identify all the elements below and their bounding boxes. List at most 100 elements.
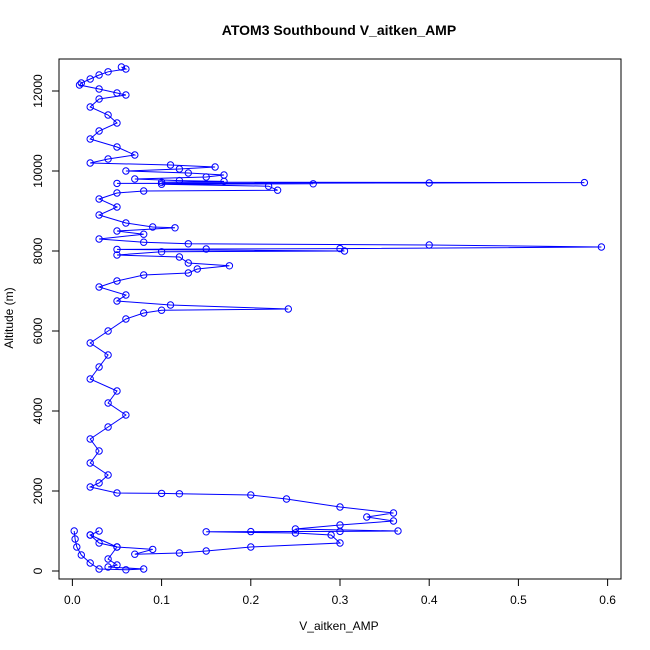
data-point: [425, 241, 433, 249]
data-point: [104, 399, 112, 407]
data-point: [336, 244, 344, 253]
data-point: [389, 517, 398, 525]
y-tick-label: 6000: [31, 317, 45, 344]
data-point: [75, 81, 84, 89]
data-point: [247, 491, 255, 499]
data-point: [77, 79, 86, 87]
y-axis-label: Altitude (m): [2, 287, 16, 348]
data-point: [157, 180, 166, 188]
data-point: [149, 545, 157, 554]
data-point: [122, 291, 130, 299]
data-point: [175, 165, 184, 173]
data-point: [95, 565, 103, 573]
data-point: [166, 301, 175, 309]
data-point: [113, 89, 121, 97]
data-point: [202, 173, 210, 181]
data-point: [104, 423, 112, 431]
data-point: [70, 527, 78, 535]
data-point: [113, 489, 121, 497]
data-point: [86, 435, 94, 443]
data-point: [247, 527, 255, 536]
data-point: [122, 315, 130, 323]
y-axis: 0 2000 4000 6000 8000 10000 12000: [31, 74, 60, 574]
y-tick-label: 4000: [31, 397, 45, 424]
data-point: [86, 483, 94, 491]
y-tick-label: 8000: [31, 237, 45, 264]
data-point: [95, 127, 103, 135]
data-point: [73, 543, 81, 551]
data-point: [86, 531, 94, 539]
data-point: [122, 91, 130, 99]
data-point: [166, 161, 175, 169]
data-point: [113, 297, 121, 305]
data-point: [122, 411, 130, 419]
data-point: [175, 549, 184, 557]
data-point: [122, 566, 130, 574]
data-point: [225, 262, 234, 270]
data-point: [95, 283, 103, 291]
data-point: [202, 547, 210, 555]
data-point: [309, 180, 317, 188]
data-point: [86, 75, 94, 83]
data-point: [95, 85, 103, 93]
data-point: [95, 71, 103, 79]
data-point: [131, 151, 139, 159]
data-point: [95, 539, 103, 547]
data-point: [202, 528, 210, 536]
data-point: [95, 95, 103, 103]
data-point: [95, 211, 103, 219]
data-point: [122, 219, 130, 227]
data-point: [95, 195, 103, 203]
data-point: [149, 223, 157, 231]
data-point: [282, 495, 291, 503]
data-point: [113, 227, 121, 235]
data-point: [71, 535, 79, 543]
data-point: [184, 269, 193, 277]
data-point: [157, 306, 166, 314]
data-point: [95, 363, 103, 371]
data-point: [157, 178, 166, 186]
data-point: [86, 375, 94, 383]
data-point: [175, 490, 184, 498]
x-axis: 0.0 0.1 0.2 0.3 0.4 0.5 0.6: [64, 578, 616, 607]
data-point: [122, 167, 130, 175]
data-point: [336, 503, 344, 511]
data-point: [184, 169, 193, 177]
data-point: [113, 203, 121, 211]
data-point: [86, 103, 94, 111]
data-point: [284, 305, 292, 313]
y-tick-label: 10000: [31, 154, 45, 188]
chart-title: ATOM3 Southbound V_aitken_AMP: [222, 22, 456, 38]
data-point: [193, 265, 202, 273]
data-point: [211, 163, 219, 171]
data-point: [184, 240, 193, 248]
data-point: [336, 527, 344, 536]
data-point: [86, 159, 94, 167]
data-point: [291, 525, 300, 533]
data-point: [113, 143, 121, 151]
data-point: [113, 387, 121, 395]
data-point: [113, 561, 121, 569]
data-point: [104, 68, 112, 76]
data-point: [95, 527, 103, 535]
data-point: [247, 543, 255, 551]
data-point: [113, 277, 121, 285]
data-point: [202, 245, 210, 253]
data-point: [113, 543, 121, 551]
data-point: [131, 175, 139, 183]
data-point: [113, 245, 121, 254]
data-point: [104, 111, 112, 119]
data-point: [113, 251, 121, 259]
data-point: [264, 182, 273, 190]
data-point: [184, 259, 193, 267]
data-point: [104, 555, 112, 563]
data-point: [95, 235, 103, 243]
data-point: [327, 531, 335, 539]
data-point: [157, 248, 166, 256]
data-point: [117, 63, 126, 71]
series-line: [73, 66, 602, 571]
x-tick-label: 0.4: [421, 593, 438, 607]
data-point: [425, 179, 433, 187]
